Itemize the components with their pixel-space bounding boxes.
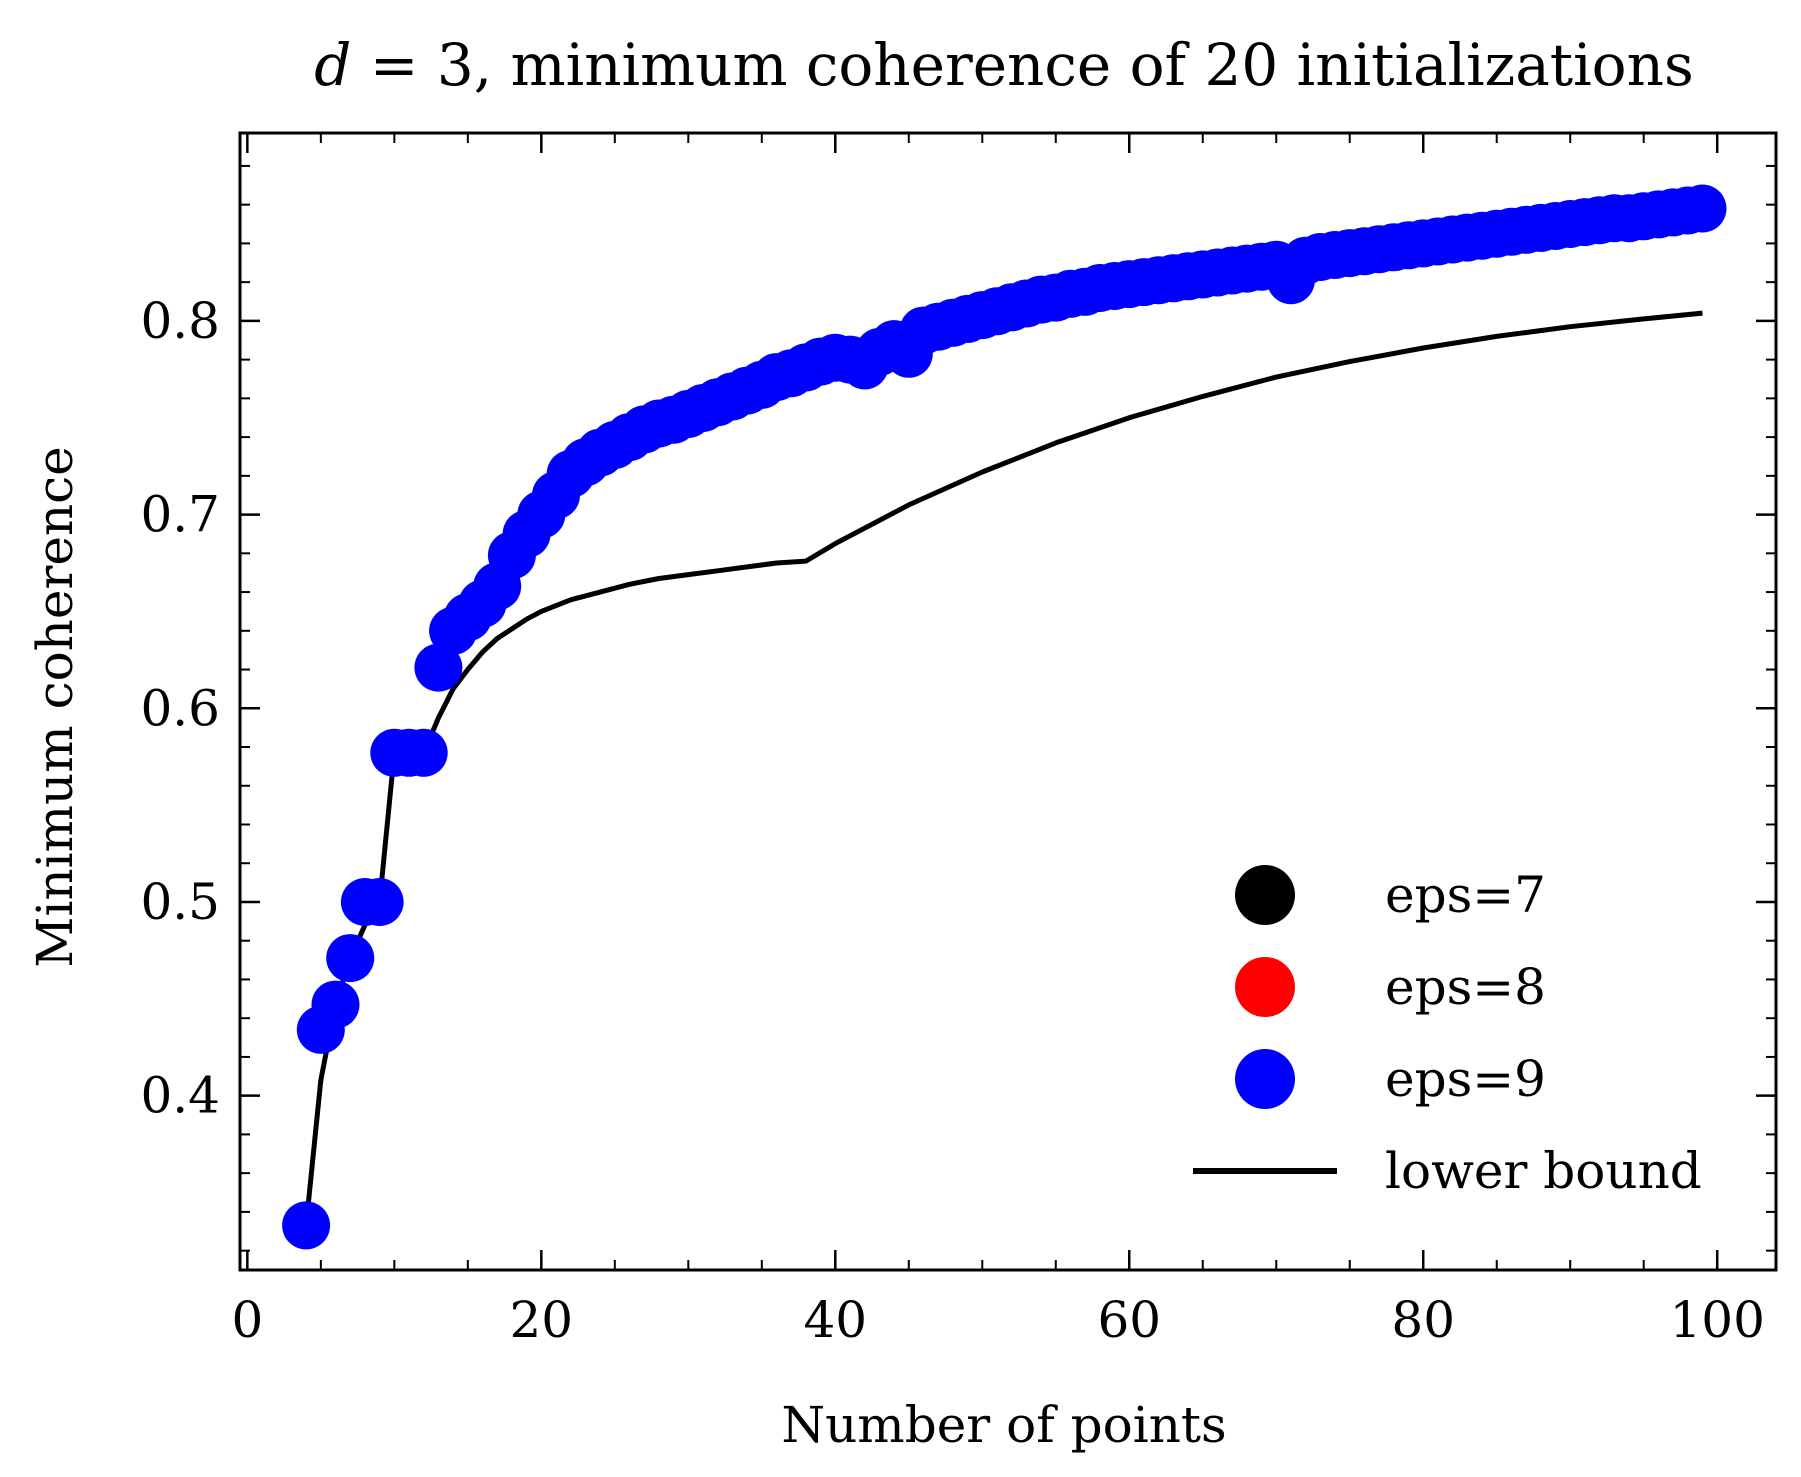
y-axis-label: Minimum coherence [26, 446, 84, 967]
chart-title-text: = 3, minimum coherence of 20 initializat… [351, 31, 1693, 99]
legend: eps=7 eps=8 eps=9 lower bound [1193, 865, 1702, 1200]
legend-label: eps=8 [1385, 958, 1546, 1016]
y-tick-label: 0.4 [140, 1067, 220, 1125]
x-tick-label: 100 [1669, 1291, 1764, 1349]
x-tick-label: 20 [510, 1291, 574, 1349]
data-point-eps-9 [399, 728, 448, 777]
legend-label: lower bound [1385, 1142, 1702, 1200]
y-tick-label: 0.5 [140, 873, 220, 931]
x-tick-label: 0 [231, 1291, 263, 1349]
marker-layer [282, 184, 1727, 1250]
y-tick-label: 0.7 [140, 486, 220, 544]
legend-marker [1235, 1049, 1295, 1109]
x-tick-label: 40 [803, 1291, 867, 1349]
legend-marker [1235, 957, 1295, 1017]
chart-title-variable: d [314, 31, 351, 99]
legend-marker [1235, 865, 1295, 925]
y-tick-label: 0.6 [140, 679, 220, 737]
axes-layer: 0 20 40 60 80 100 0.4 0.5 0.6 0.7 0.8 [140, 131, 1778, 1349]
x-tick-label: 80 [1391, 1291, 1455, 1349]
data-point-eps-9 [282, 1201, 331, 1250]
data-point-eps-9 [311, 980, 360, 1029]
y-tick-label: 0.8 [140, 292, 220, 350]
x-axis-label: Number of points [781, 1396, 1226, 1454]
data-point-eps-9 [414, 643, 463, 692]
data-point-eps-9 [355, 878, 404, 926]
data-point-eps-9 [326, 934, 375, 983]
legend-label: eps=9 [1385, 1050, 1546, 1108]
plot-frame [238, 131, 1778, 1272]
legend-label: eps=7 [1385, 866, 1546, 924]
x-tick-label: 60 [1097, 1291, 1161, 1349]
data-point-eps-9 [1678, 184, 1727, 233]
chart-title: d = 3, minimum coherence of 20 initializ… [314, 31, 1693, 99]
